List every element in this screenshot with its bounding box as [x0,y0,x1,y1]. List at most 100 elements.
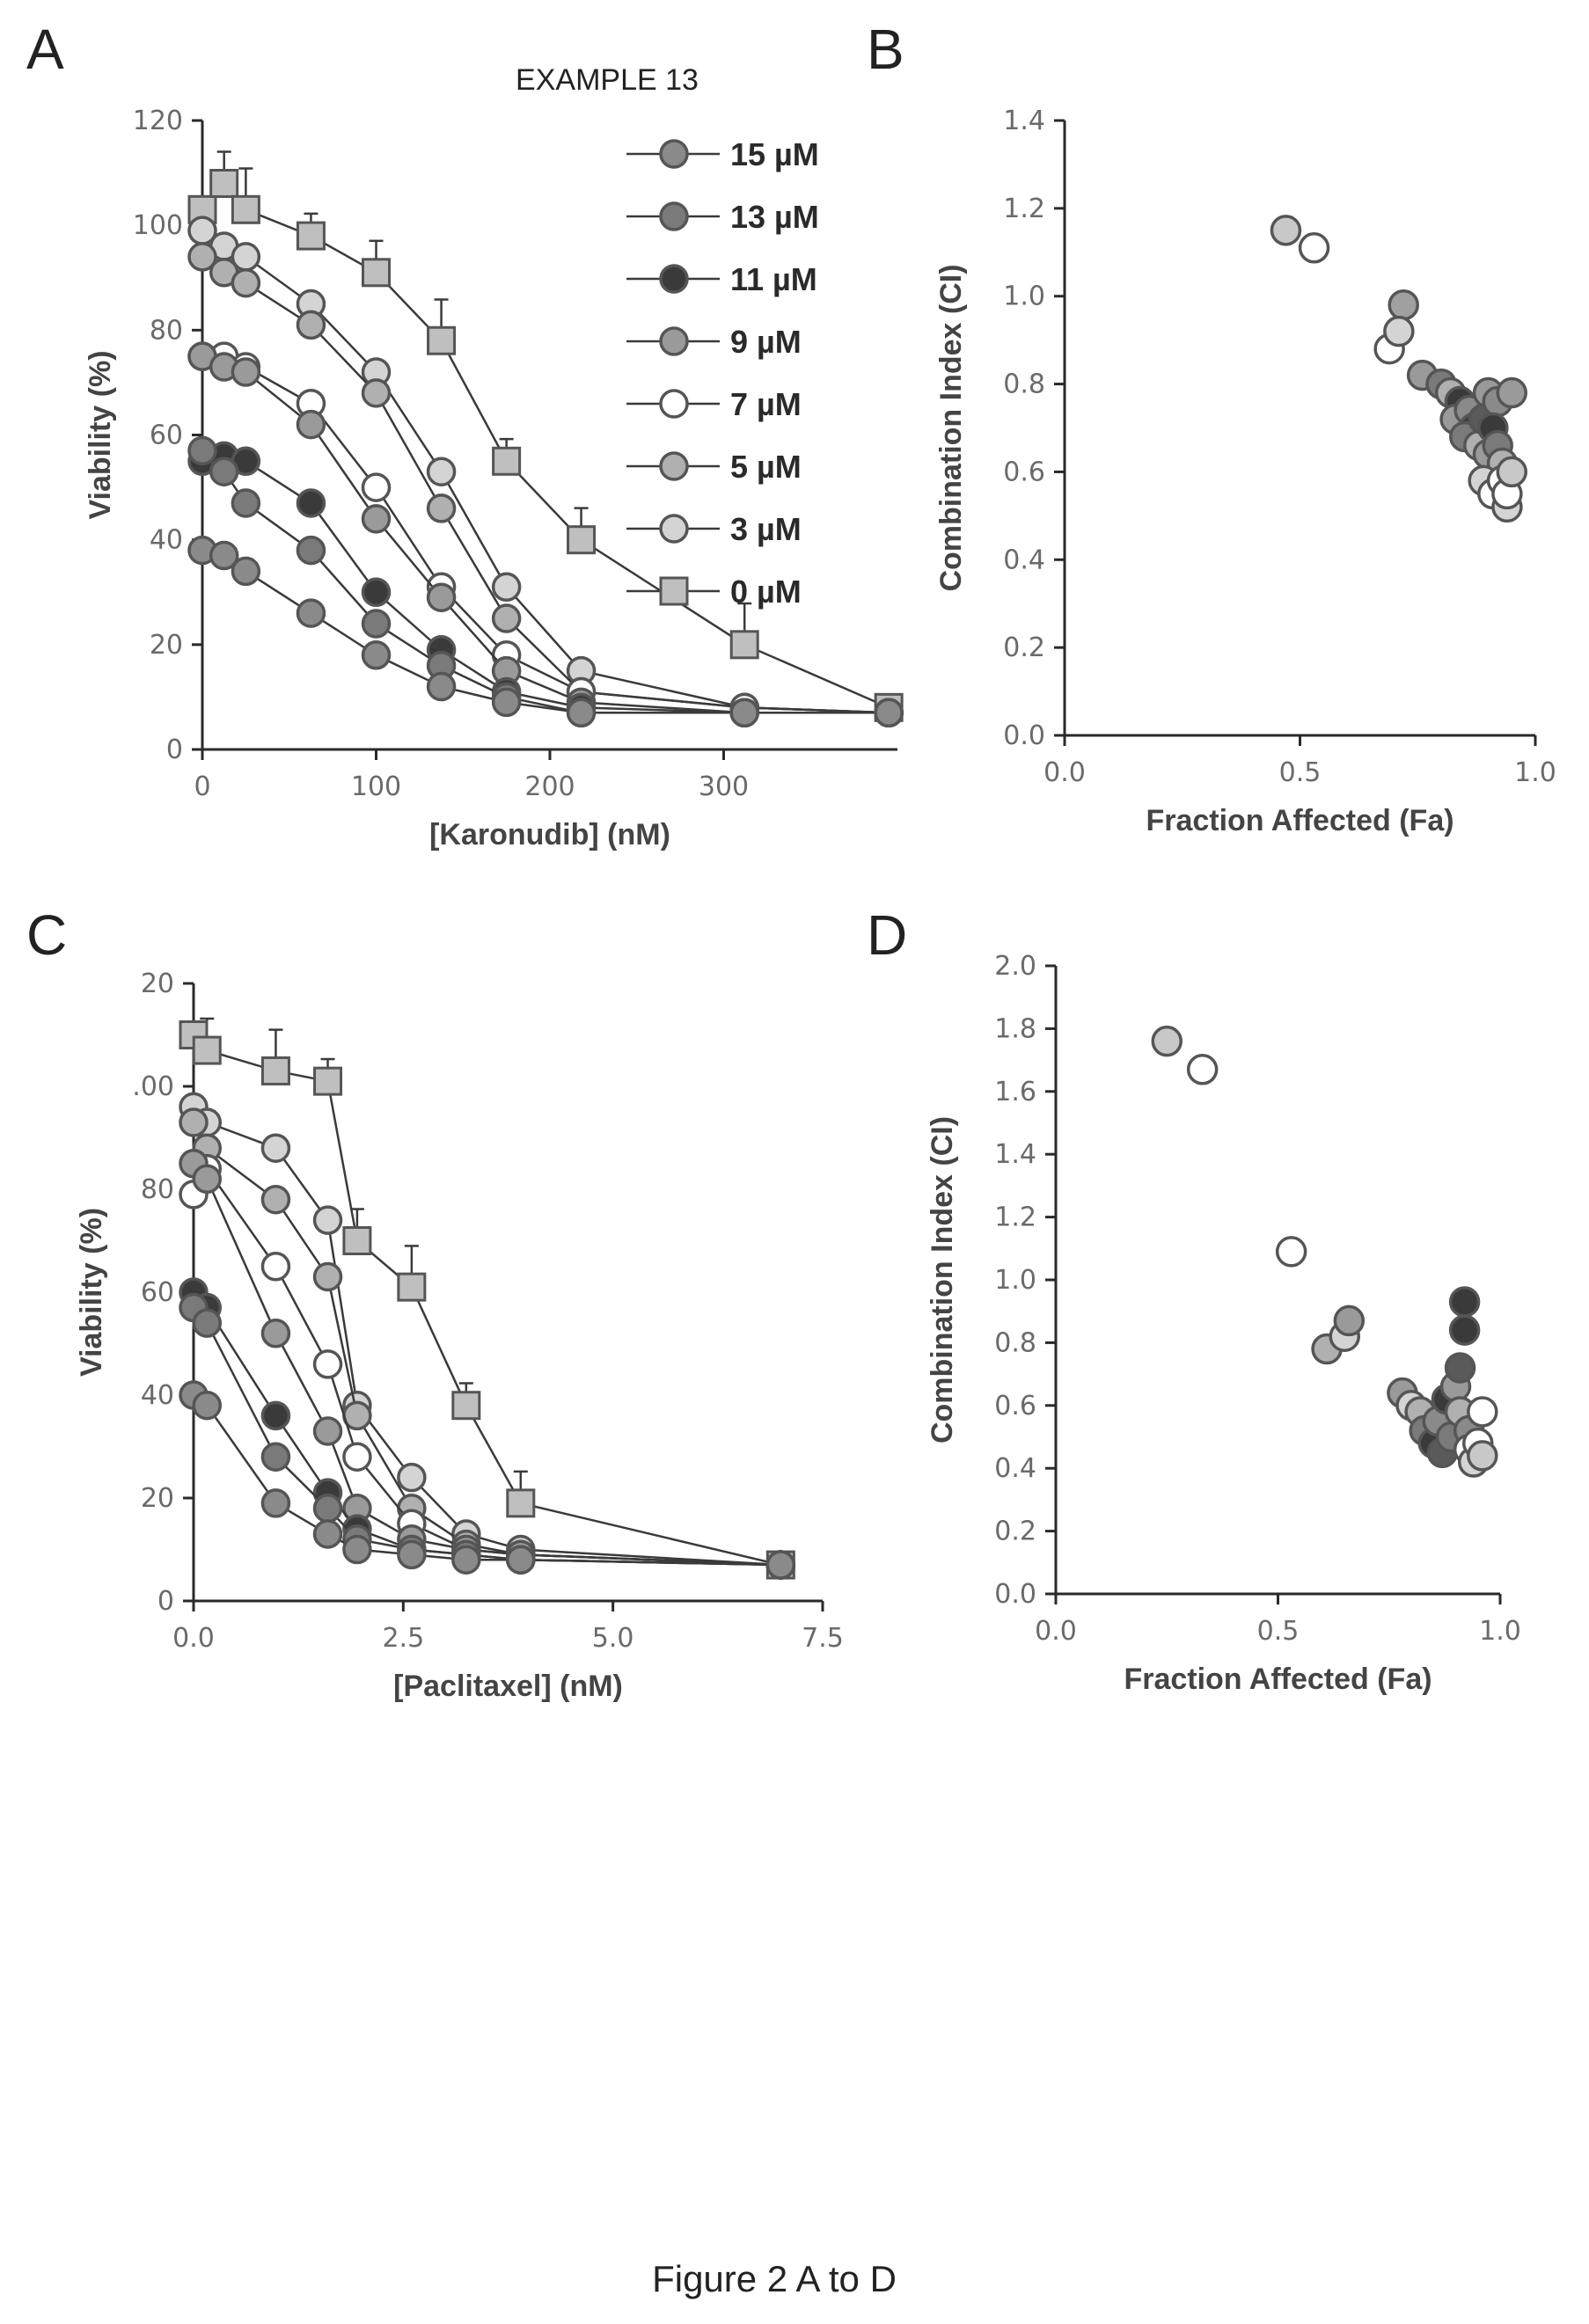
data-point [729,698,759,728]
y-tick-label: 0.8 [1003,369,1045,400]
data-point [296,310,326,340]
data-point [1496,376,1527,409]
legend-label: 7 µM [730,386,802,422]
y-tick-label: 80 [150,315,183,346]
data-point [312,1349,343,1379]
data-point [361,577,392,607]
data-point [1388,289,1419,321]
data-point [361,472,392,502]
data-point [296,598,326,628]
data-point [260,1319,291,1348]
data-point [192,1164,223,1195]
data-point [342,1226,372,1255]
data-point [342,1534,372,1565]
panel-letter-b: B [867,18,904,81]
x-tick-label: 5.0 [592,1623,634,1654]
figure-caption: Figure 2 A to D [652,2258,897,2299]
panel-d: D 0.0 0.2 0.4 0.6 0.8 1.0 1.2 1.4 1.6 1.8 2.0 0.0 0.5… [867,903,1521,1696]
y-tick-label: 1.2 [1003,194,1045,224]
y-axis-title: Viability (%) [75,1208,108,1377]
panel-letter-c: C [26,903,67,967]
series-5m [187,242,904,728]
series-15m [179,1380,796,1580]
series-0m [187,150,904,722]
y-tick-label: 40 [141,1380,174,1411]
data-point [179,1107,209,1137]
y-tick-label: 1.4 [1003,106,1045,136]
panel-c: C 0 20 40 60 80 .00 20 0.0 2.5 5.0 7.5 [Paclitaxel] … [26,903,844,1703]
x-axis-title: Fraction Affected (Fa) [1124,1663,1432,1696]
data-point [451,1545,481,1575]
data-point [397,1462,427,1493]
y-tick-label: 20 [141,968,174,999]
data-point [296,221,326,251]
y-tick-label: 60 [141,1277,174,1308]
data-point [1186,1054,1219,1085]
x-tick-label: 2.5 [382,1623,424,1654]
data-point [1151,1025,1183,1057]
data-point [426,582,457,612]
data-point [506,1545,536,1575]
data-point [296,409,326,440]
x-tick-label: 300 [699,771,749,802]
data-point [260,1133,291,1163]
data-point [231,357,261,387]
data-point [426,671,457,702]
data-point [361,640,392,670]
data-point [567,525,597,555]
scatter-points [1270,215,1527,523]
data-point [397,1272,427,1302]
data-point [1298,232,1330,264]
y-axis-title: Combination Index (CI) [926,1116,959,1443]
x-tick-label: 0 [194,771,210,802]
data-point [313,1066,343,1096]
data-point [192,1035,222,1065]
data-point [231,267,261,298]
data-point [506,1488,536,1518]
y-tick-label: 1.2 [994,1202,1036,1233]
data-point [312,1416,343,1446]
data-point [566,698,597,728]
data-point [260,1252,291,1282]
data-point [1444,1352,1476,1384]
legend-label: 5 µM [730,449,802,485]
data-point [426,493,457,523]
scatter-points [1151,1025,1498,1478]
data-point [187,194,217,224]
panel-letter-a: A [26,18,64,81]
data-point [296,535,326,566]
y-tick-label: 0.2 [1003,632,1045,663]
legend-label: 15 µM [730,136,819,172]
data-point [260,1488,291,1518]
y-axis-title: Viability (%) [84,350,117,519]
data-point [1383,315,1415,347]
data-point [296,488,326,518]
y-tick-label: 1.4 [994,1139,1036,1170]
x-axis-title: [Karonudib] (nM) [429,818,670,851]
data-point [491,687,522,718]
legend: 15 µM 13 µM 11 µM 9 µM 7 µM 5 µM 3 µM 0 µM [626,136,819,610]
data-point [361,378,392,408]
x-tick-label: 0.0 [172,1623,215,1654]
y-tick-label: 120 [133,106,183,136]
y-tick-label: 1.6 [994,1077,1036,1107]
legend-marker [659,389,689,419]
legend-marker [659,201,689,231]
chart-subtitle: EXAMPLE 13 [516,63,699,97]
y-axis-title: Combination Index (CI) [934,264,968,591]
data-point [491,603,522,633]
y-tick-label: 2.0 [994,951,1036,982]
y-tick-label: 0.0 [1003,720,1045,751]
data-point [231,488,261,518]
data-point [342,1442,372,1472]
y-tick-label: 0.0 [994,1579,1036,1610]
y-tick-label: 0.4 [994,1453,1036,1484]
data-point [1333,1305,1366,1337]
x-tick-label: 0.0 [1035,1616,1077,1647]
y-tick-label: 40 [150,525,183,556]
x-tick-label: 1.0 [1514,757,1556,788]
data-point [1467,1440,1498,1472]
y-tick-label: 100 [133,210,183,241]
y-tick-label: 0.4 [1003,544,1045,575]
data-point [192,1390,223,1421]
